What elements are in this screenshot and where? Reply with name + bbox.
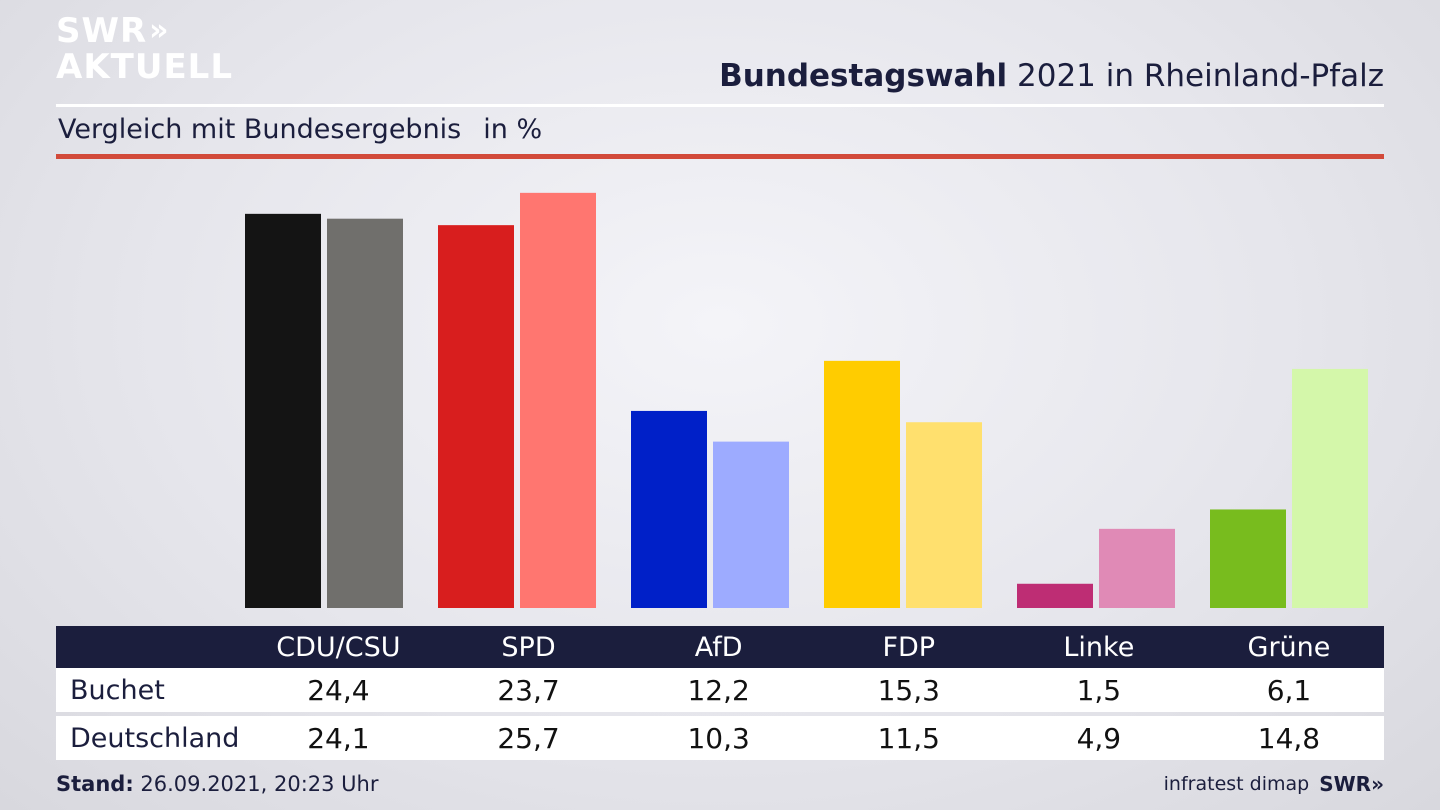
- value-cell: 4,9: [1076, 721, 1122, 755]
- stand-label: Stand:: [56, 772, 134, 796]
- value-cell: 10,3: [687, 721, 750, 755]
- value-cell: 1,5: [1076, 673, 1122, 707]
- row-label: Deutschland: [70, 722, 240, 754]
- bar-linke-buchet: [1017, 583, 1093, 608]
- results-table: CDU/CSU SPD AfD FDP Linke Grüne Buchet 24,4 23…: [56, 626, 1384, 760]
- value-cell: 24,1: [307, 721, 370, 755]
- subtitle: Vergleich mit Bundesergebnis in %: [58, 114, 542, 145]
- table-row: Buchet 24,4 23,7 12,2 15,3 1,5 6,1: [56, 668, 1384, 712]
- bar-fdp-deutschland: [906, 422, 982, 608]
- logo-line2: AKTUELL: [56, 47, 234, 87]
- bar-gr-ne-buchet: [1210, 509, 1286, 608]
- subtitle-divider: [56, 154, 1384, 159]
- column-header: AfD: [694, 631, 743, 663]
- bar-gr-ne-deutschland: [1292, 368, 1368, 608]
- stand-value: 26.09.2021, 20:23 Uhr: [133, 772, 379, 796]
- bar-linke-deutschland: [1099, 528, 1175, 608]
- subtitle-text: Vergleich mit Bundesergebnis: [58, 114, 462, 145]
- value-cell: 6,1: [1266, 673, 1312, 707]
- source-text: infratest dimap: [1163, 773, 1310, 795]
- value-cell: 12,2: [687, 673, 750, 707]
- column-header: FDP: [882, 631, 936, 663]
- value-cell: 11,5: [877, 721, 940, 755]
- column-header: Grüne: [1247, 631, 1331, 663]
- timestamp: Stand: 26.09.2021, 20:23 Uhr: [56, 772, 379, 796]
- value-cell: 15,3: [877, 673, 940, 707]
- subtitle-unit: in %: [483, 114, 543, 145]
- column-header: CDU/CSU: [276, 631, 401, 663]
- column-header: Linke: [1063, 631, 1135, 663]
- bar-spd-buchet: [438, 225, 514, 608]
- swr-brand-logo: SWR»: [1319, 772, 1384, 796]
- bar-fdp-buchet: [824, 360, 900, 608]
- bar-afd-deutschland: [713, 441, 789, 608]
- source-credit: infratest dimap SWR»: [1164, 772, 1384, 796]
- column-header: SPD: [501, 631, 556, 663]
- value-cell: 23,7: [497, 673, 560, 707]
- value-cell: 25,7: [497, 721, 560, 755]
- bar-afd-buchet: [631, 410, 707, 608]
- row-label: Buchet: [70, 674, 165, 706]
- bar-cdu-csu-deutschland: [327, 218, 403, 608]
- value-cell: 24,4: [307, 673, 370, 707]
- title-divider: [56, 104, 1384, 107]
- bar-cdu-csu-buchet: [245, 213, 321, 608]
- swr-aktuell-logo: SWR» AKTUELL: [56, 14, 233, 84]
- title-rest: 2021 in Rheinland-Pfalz: [1007, 58, 1384, 94]
- value-cell: 14,8: [1257, 721, 1321, 755]
- page-title: Bundestagswahl 2021 in Rheinland-Pfalz: [719, 58, 1384, 94]
- title-bold: Bundestagswahl: [719, 58, 1008, 94]
- table-header-row: CDU/CSU SPD AfD FDP Linke Grüne: [56, 626, 1384, 668]
- logo-line1: SWR: [56, 11, 148, 51]
- bar-spd-deutschland: [520, 192, 596, 608]
- table-row: Deutschland 24,1 25,7 10,3 11,5 4,9 14,8: [56, 716, 1384, 760]
